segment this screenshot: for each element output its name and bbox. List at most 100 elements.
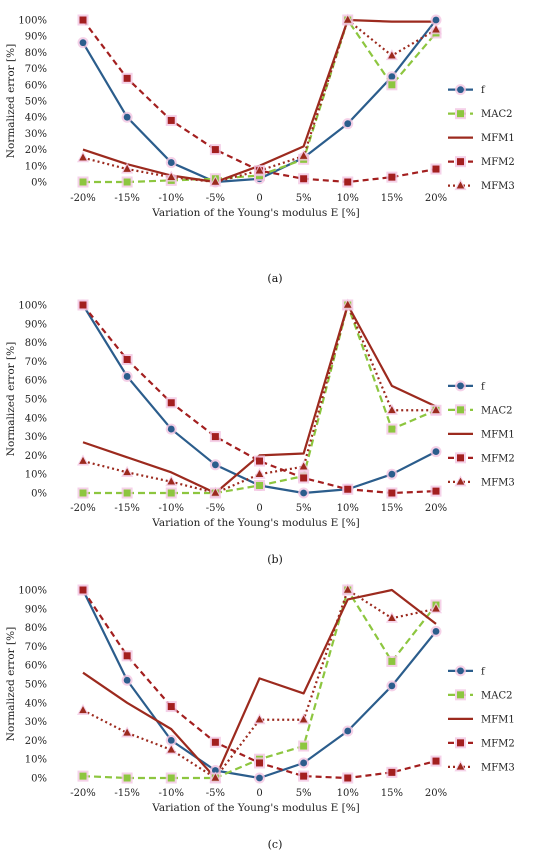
data-point-f xyxy=(432,448,440,456)
data-point-f xyxy=(123,113,131,121)
data-point-f xyxy=(123,373,131,380)
x-axis-title: Variation of the Young's modulus E [%] xyxy=(151,207,360,219)
x-tick-label: 20% xyxy=(425,788,447,799)
series-line-mfm3 xyxy=(82,18,437,184)
legend-label: f xyxy=(481,666,486,677)
data-point-f xyxy=(211,461,219,469)
x-tick-label: 10% xyxy=(337,193,359,204)
y-tick-label: 60% xyxy=(25,80,47,91)
y-tick-label: 80% xyxy=(25,338,47,349)
data-point-mfm3 xyxy=(211,773,220,781)
data-point-mfm2 xyxy=(79,301,87,309)
y-tick-label: 50% xyxy=(25,97,47,108)
data-point-mfm2 xyxy=(344,485,352,493)
data-point-f xyxy=(388,470,396,478)
data-point-mfm2 xyxy=(256,457,263,465)
series-line-mfm1 xyxy=(82,18,436,184)
data-point-mfm3 xyxy=(299,462,308,470)
panel-label: (c) xyxy=(268,838,283,851)
legend-label: MAC2 xyxy=(481,109,512,120)
series-line-mfm3 xyxy=(82,588,437,780)
legend-marker-mfm2 xyxy=(457,158,464,166)
data-point-mfm3 xyxy=(388,406,396,414)
series-line-mfm1 xyxy=(82,588,437,780)
data-point-mac2 xyxy=(123,774,131,782)
data-point-mfm2 xyxy=(79,16,87,24)
x-tick-label: 5% xyxy=(296,193,312,204)
y-tick-label: 0% xyxy=(31,178,47,189)
legend: f MAC2 MFM1 MFM2 MFM3 xyxy=(448,380,515,488)
x-axis-title: Variation of the Young's modulus E [%] xyxy=(151,802,360,814)
chart-panel-3: 0% 10% 20% 30% 40% 50% 60% 70% 80% 90% 100% -20% -15… xyxy=(5,583,515,851)
data-point-mac2 xyxy=(256,481,263,489)
legend-label: MFM1 xyxy=(481,429,515,440)
y-tick-label: 10% xyxy=(25,470,47,481)
x-tick-label: 5% xyxy=(296,503,312,514)
y-tick-label: 70% xyxy=(25,64,47,75)
legend-marker-mac2 xyxy=(457,691,464,699)
x-tick-label: 15% xyxy=(381,193,403,204)
data-point-mfm3 xyxy=(255,166,264,174)
data-point-mfm3 xyxy=(123,728,131,736)
y-tick-label: 40% xyxy=(25,698,47,709)
data-point-f xyxy=(167,737,175,744)
data-point-mfm2 xyxy=(211,433,219,441)
data-point-mfm3 xyxy=(343,585,352,593)
data-point-f xyxy=(432,627,440,635)
data-point-mfm3 xyxy=(211,488,220,496)
x-tick-label: -5% xyxy=(206,788,225,799)
y-tick-label: 70% xyxy=(25,642,47,653)
data-point-mfm2 xyxy=(300,175,308,183)
data-point-mfm2 xyxy=(432,757,440,765)
data-point-mfm3 xyxy=(343,300,352,308)
data-point-mfm2 xyxy=(167,703,175,711)
legend-label: MAC2 xyxy=(481,405,512,416)
x-axis-title: Variation of the Young's modulus E [%] xyxy=(151,517,360,529)
y-tick-label: 50% xyxy=(25,680,47,691)
x-tick-label: -15% xyxy=(114,788,140,799)
legend-marker-f xyxy=(457,382,464,390)
data-point-f xyxy=(344,120,352,128)
data-point-mfm2 xyxy=(123,652,131,660)
y-axis-title: Normalized error [%] xyxy=(5,342,17,456)
y-tick-label: 0% xyxy=(31,774,47,785)
data-point-f xyxy=(344,727,352,735)
data-point-mac2 xyxy=(388,425,396,433)
data-point-mfm2 xyxy=(211,146,219,154)
data-point-mac2 xyxy=(123,178,131,186)
data-point-mfm2 xyxy=(388,768,396,776)
y-tick-label: 100% xyxy=(18,16,47,27)
y-tick-label: 0% xyxy=(31,489,47,500)
y-tick-label: 40% xyxy=(25,413,47,424)
y-tick-label: 80% xyxy=(25,623,47,634)
legend-label: MFM2 xyxy=(481,157,515,168)
legend-label: f xyxy=(481,381,486,392)
data-point-mfm3 xyxy=(299,151,308,159)
x-tick-label: 10% xyxy=(337,788,359,799)
data-point-mfm3 xyxy=(299,715,308,723)
y-tick-label: 20% xyxy=(25,451,47,462)
legend-marker-f xyxy=(457,667,464,675)
y-tick-label: 30% xyxy=(25,717,47,728)
panel-label: (b) xyxy=(267,553,283,566)
series-line-f xyxy=(82,589,437,780)
legend-label: MFM2 xyxy=(481,453,515,464)
data-point-f xyxy=(167,159,175,166)
data-point-mfm3 xyxy=(343,15,352,23)
data-point-mac2 xyxy=(123,489,131,497)
data-point-mfm2 xyxy=(167,399,175,407)
data-point-mfm3 xyxy=(255,715,264,723)
y-tick-label: 10% xyxy=(25,161,47,172)
y-tick-label: 90% xyxy=(25,32,47,43)
x-tick-label: 0 xyxy=(256,788,262,799)
series-line-mac2 xyxy=(82,588,437,780)
data-point-mfm3 xyxy=(79,153,87,161)
data-point-f xyxy=(300,489,308,497)
legend-marker-mac2 xyxy=(457,406,464,414)
data-point-mfm3 xyxy=(211,177,220,185)
legend-label: MFM3 xyxy=(481,477,515,488)
data-point-mfm3 xyxy=(79,706,87,714)
data-point-mfm2 xyxy=(432,165,440,173)
y-tick-label: 80% xyxy=(25,48,47,59)
x-tick-label: 20% xyxy=(425,193,447,204)
